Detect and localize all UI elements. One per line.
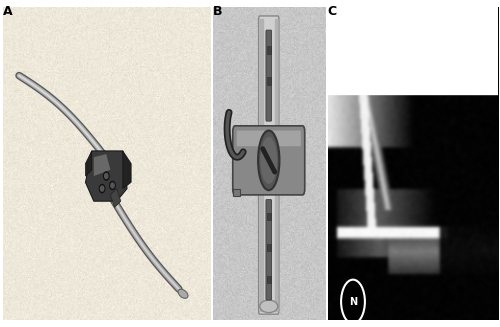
FancyBboxPatch shape (266, 199, 272, 300)
Text: B: B (212, 5, 222, 18)
Circle shape (104, 172, 109, 180)
FancyBboxPatch shape (266, 30, 272, 121)
FancyBboxPatch shape (236, 130, 301, 146)
FancyBboxPatch shape (258, 16, 279, 135)
Circle shape (100, 186, 104, 191)
Bar (266, 77, 271, 85)
Polygon shape (110, 189, 121, 207)
Bar (266, 276, 271, 283)
Text: N: N (349, 297, 357, 307)
Ellipse shape (178, 289, 188, 298)
Bar (266, 245, 271, 251)
Circle shape (111, 183, 114, 188)
Ellipse shape (260, 300, 278, 313)
Bar (266, 46, 271, 54)
Polygon shape (123, 151, 131, 189)
FancyBboxPatch shape (233, 126, 305, 195)
FancyBboxPatch shape (258, 185, 279, 314)
Text: A: A (2, 5, 12, 18)
Polygon shape (86, 151, 91, 176)
Circle shape (104, 174, 108, 179)
Bar (266, 213, 271, 220)
Circle shape (110, 181, 115, 190)
Circle shape (258, 130, 280, 190)
Circle shape (260, 137, 277, 184)
Polygon shape (86, 151, 127, 201)
Circle shape (341, 280, 365, 324)
Bar (233, 189, 239, 197)
Circle shape (100, 184, 105, 193)
Polygon shape (94, 154, 110, 176)
Text: C: C (328, 5, 336, 18)
Polygon shape (328, 7, 498, 95)
